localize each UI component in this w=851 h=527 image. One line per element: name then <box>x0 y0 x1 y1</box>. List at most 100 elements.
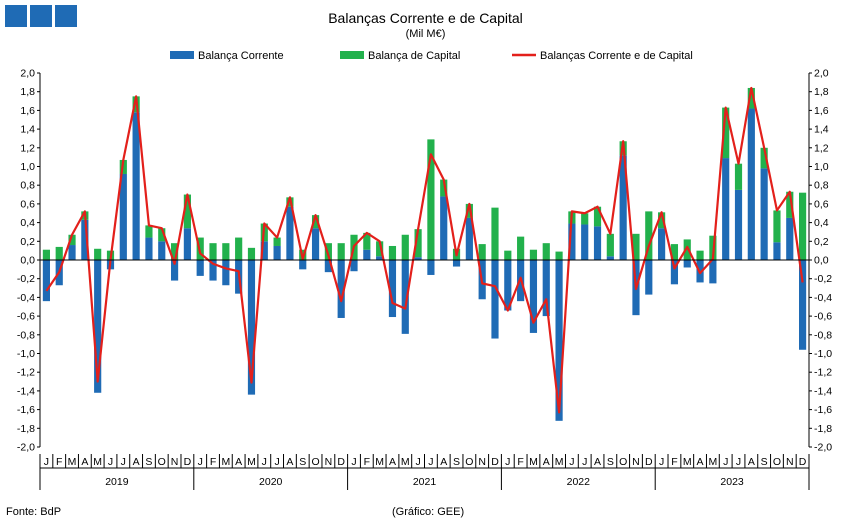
x-tick-label: A <box>389 456 396 468</box>
year-label: 2021 <box>413 476 437 488</box>
legend-swatch <box>170 51 194 59</box>
bar-balanca-capital <box>645 211 653 260</box>
y-tick-label: -0,2 <box>814 273 832 285</box>
bar-balanca-corrente <box>709 260 717 284</box>
legend-label: Balanças Corrente e de Capital <box>540 50 693 62</box>
bar-balanca-corrente <box>555 260 563 421</box>
chart-svg: Balança Corrente Balança de Capital Balanç… <box>17 50 832 490</box>
bar-balanca-capital <box>363 232 371 250</box>
bar-balanca-corrente <box>427 260 435 275</box>
bar-balanca-capital <box>209 243 217 260</box>
bar-balanca-capital <box>235 237 243 260</box>
y-tick-label: 1,0 <box>20 161 35 173</box>
x-tick-label: J <box>351 456 356 468</box>
bar-balanca-corrente <box>465 217 473 260</box>
x-tick-label: F <box>364 456 370 468</box>
bar-balanca-corrente <box>158 241 166 260</box>
bar-balanca-capital <box>773 210 781 243</box>
bar-balanca-capital <box>696 250 704 260</box>
x-tick-label: J <box>723 456 728 468</box>
bar-balanca-capital <box>722 107 730 159</box>
y-tick-label: 1,8 <box>814 86 829 98</box>
bar-balanca-corrente <box>68 245 76 260</box>
x-tick-label: J <box>121 456 126 468</box>
x-tick-label: J <box>262 456 267 468</box>
bar-balanca-corrente <box>145 237 153 260</box>
x-tick-label: J <box>44 456 49 468</box>
bar-balanca-corrente <box>760 168 768 260</box>
logo <box>5 5 79 27</box>
bar-balanca-corrente <box>529 260 538 333</box>
bar-balanca-capital <box>555 251 563 260</box>
bar-balanca-capital <box>747 87 755 109</box>
bar-balanca-capital <box>593 206 602 227</box>
bar-balanca-corrente <box>773 242 781 260</box>
y-tick-label: 0,2 <box>814 236 829 248</box>
x-tick-label: J <box>659 456 664 468</box>
y-tick-label: 0,2 <box>20 236 35 248</box>
logo-square <box>5 5 27 27</box>
x-tick-label: O <box>158 456 166 468</box>
y-tick-label: -1,2 <box>814 367 832 379</box>
y-tick-label: -1,0 <box>17 348 35 360</box>
y-tick-label: -1,4 <box>814 385 832 397</box>
bar-balanca-corrente <box>376 256 384 260</box>
bar-balanca-corrente <box>299 260 307 270</box>
bar-balanca-capital <box>337 243 345 260</box>
y-tick-label: -0,6 <box>17 311 35 323</box>
bar-balanca-corrente <box>606 256 614 260</box>
bar-balanca-corrente <box>734 189 743 260</box>
bar-balanca-capital <box>670 244 679 260</box>
y-tick-label: -1,0 <box>814 348 832 360</box>
bar-balanca-capital <box>529 249 538 260</box>
chart-subtitle: (Mil M€) <box>405 28 446 40</box>
bar-balanca-capital <box>606 233 614 257</box>
x-tick-label: O <box>465 456 473 468</box>
bar-balanca-capital <box>478 244 486 260</box>
x-tick-label: F <box>671 456 677 468</box>
y-tick-label: 0,0 <box>20 255 35 267</box>
x-tick-label: A <box>543 456 550 468</box>
x-tick-label: M <box>247 456 256 468</box>
bar-balanca-corrente <box>401 260 409 334</box>
y-tick-label: -0,6 <box>814 311 832 323</box>
bar-balanca-capital <box>183 194 191 229</box>
bar-balanca-corrente <box>94 260 102 393</box>
x-tick-label: O <box>311 456 319 468</box>
bar-balanca-capital <box>388 245 397 260</box>
x-tick-label: M <box>529 456 538 468</box>
y-tick-label: 1,0 <box>814 161 829 173</box>
bar-balanca-corrente <box>670 260 679 285</box>
y-tick-label: -2,0 <box>17 442 35 454</box>
bar-balanca-corrente <box>542 260 550 317</box>
bar-balanca-capital <box>504 250 512 260</box>
y-tick-label: 0,0 <box>814 255 829 267</box>
bar-balanca-corrente <box>491 260 499 339</box>
bar-balanca-capital <box>324 243 332 260</box>
line-layer <box>45 86 804 414</box>
bar-balanca-capital <box>760 147 768 169</box>
y-tick-label: 0,4 <box>814 217 829 229</box>
bar-balanca-capital <box>158 228 166 242</box>
bar-balanca-capital <box>273 237 281 246</box>
x-tick-label: S <box>607 456 614 468</box>
line-balancas-corrente-capital <box>45 86 804 414</box>
x-tick-label: J <box>108 456 113 468</box>
y-tick-label: 1,4 <box>20 124 35 136</box>
legend-swatch <box>340 51 364 59</box>
bar-balanca-corrente <box>619 155 627 260</box>
y-tick-label: -1,6 <box>17 404 35 416</box>
x-tick-label: J <box>274 456 279 468</box>
bar-balanca-corrente <box>440 196 448 260</box>
footer-source: Fonte: BdP <box>6 506 62 518</box>
x-tick-label: N <box>325 456 333 468</box>
bar-balanca-capital <box>170 243 179 260</box>
bar-balanca-capital <box>517 236 525 260</box>
y-tick-label: 2,0 <box>20 68 35 80</box>
bar-balanca-corrente <box>132 112 140 261</box>
bar-balanca-corrente <box>273 245 281 260</box>
x-tick-label: A <box>81 456 88 468</box>
x-tick-label: A <box>594 456 601 468</box>
bar-balanca-corrente <box>196 260 204 276</box>
y-tick-label: -1,8 <box>814 423 832 435</box>
